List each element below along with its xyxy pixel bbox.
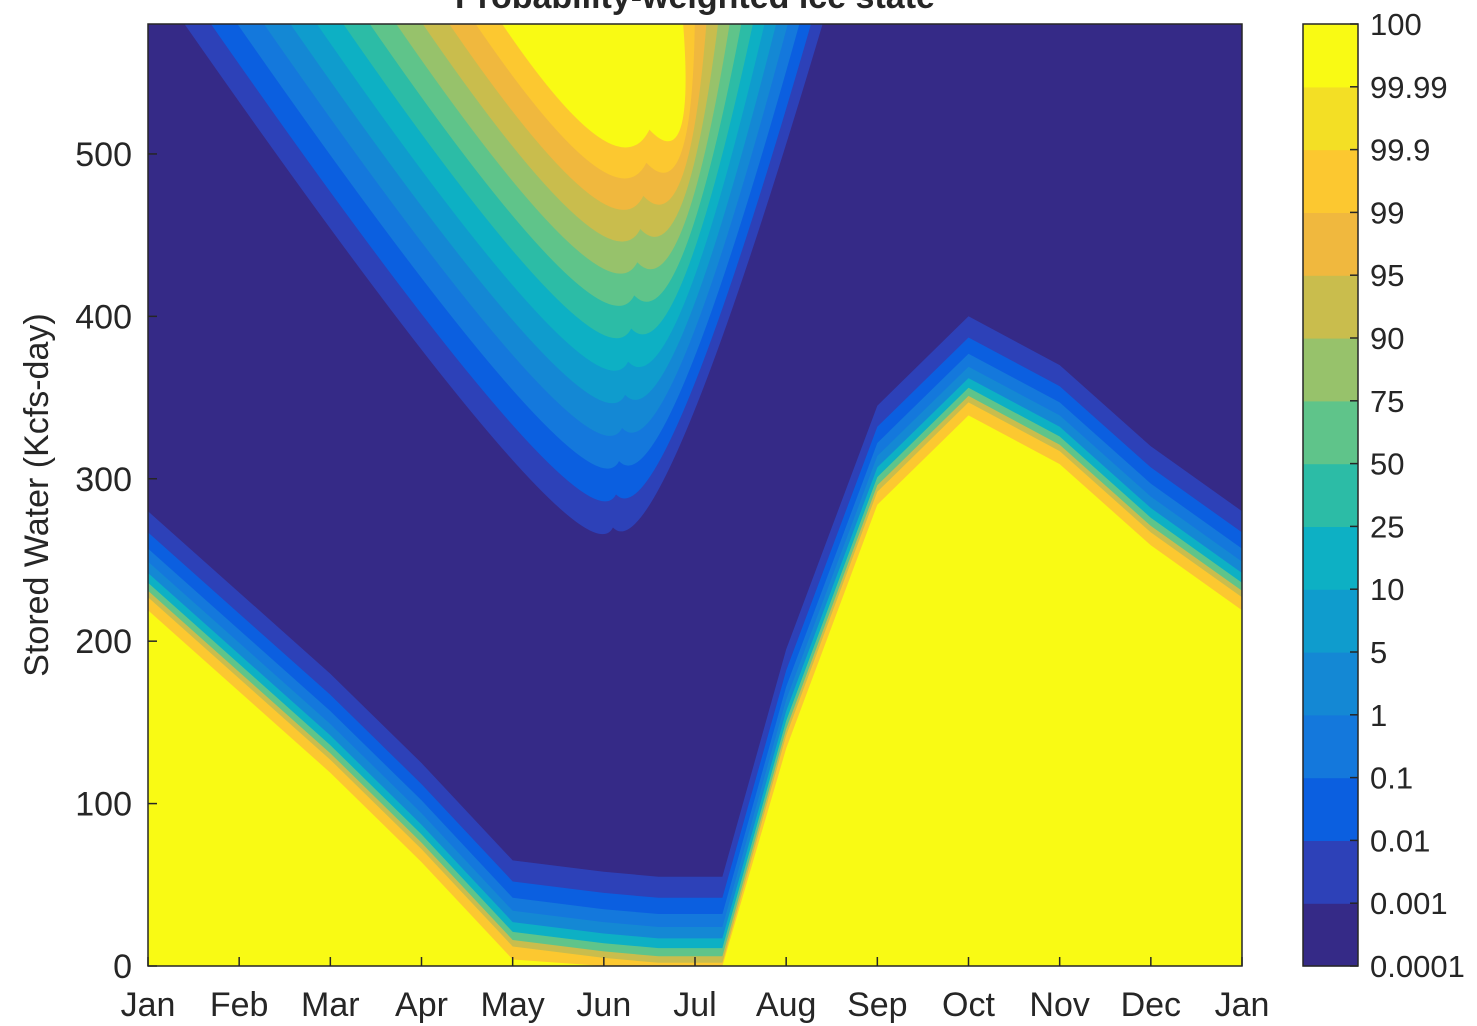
x-axis: Jan Feb Mar Apr May Jun Jul Aug Sep Oct Nov Dec Jan: [121, 957, 1270, 1024]
colorbar-tick-label: 5: [1370, 635, 1387, 670]
colorbar-segment: [1303, 149, 1358, 213]
colorbar-tick-label: 0.001: [1370, 886, 1448, 921]
y-tick-label: 400: [75, 298, 132, 336]
colorbar-tick-label: 90: [1370, 321, 1404, 356]
upper-lobe-band-12: [502, 24, 686, 148]
colorbar-tick-label: 99: [1370, 195, 1404, 230]
colorbar-segment: [1303, 777, 1358, 841]
colorbar-segment: [1303, 24, 1358, 88]
colorbar-segment: [1303, 400, 1358, 465]
plot-area: [148, 24, 1242, 966]
colorbar-tick-label: 99.9: [1370, 133, 1430, 168]
x-tick-label: Oct: [942, 986, 995, 1024]
colorbar-tick-label: 10: [1370, 572, 1404, 607]
x-tick-label: Apr: [395, 986, 448, 1024]
x-tick-label: Mar: [301, 986, 360, 1024]
colorbar-segment: [1303, 86, 1358, 151]
colorbar-tick-label: 0.0001: [1370, 949, 1465, 984]
colorbar-segment: [1303, 463, 1358, 527]
colorbar-tick-label: 0.1: [1370, 761, 1413, 796]
y-tick-label: 200: [75, 623, 132, 661]
x-tick-label: Nov: [1029, 986, 1089, 1024]
colorbar-tick-label: 0.01: [1370, 823, 1430, 858]
colorbar-segment: [1303, 589, 1358, 653]
colorbar-tick-label: 95: [1370, 258, 1404, 293]
colorbar-tick-label: 50: [1370, 447, 1404, 482]
colorbar-tick-label: 1: [1370, 698, 1387, 733]
lower-yellow-core: [148, 415, 1242, 966]
x-tick-label: Jan: [1215, 986, 1270, 1024]
x-tick-label: May: [481, 986, 545, 1024]
x-tick-label: Feb: [210, 986, 269, 1024]
colorbar-segment: [1303, 714, 1358, 779]
colorbar-segment: [1303, 903, 1358, 967]
y-tick-label: 100: [75, 786, 132, 824]
colorbar-segment: [1303, 338, 1358, 402]
colorbar-frame: [1302, 23, 1359, 967]
upper-lobe-region: [184, 24, 823, 535]
colorbar-segment: [1303, 212, 1358, 276]
y-axis: 0 100 200 300 400 500: [75, 136, 157, 986]
y-tick-label: 300: [75, 461, 132, 499]
colorbar-tick-label: 100: [1370, 7, 1422, 42]
y-tick-label: 500: [75, 136, 132, 174]
x-tick-label: Jun: [576, 986, 631, 1024]
colorbar-segment: [1303, 526, 1358, 590]
x-tick-label: Jan: [121, 986, 176, 1024]
colorbar-segment: [1303, 840, 1358, 904]
colorbar-segment: [1303, 652, 1358, 716]
colorbar-segment: [1303, 275, 1358, 339]
y-axis-label: Stored Water (Kcfs-day): [18, 313, 56, 676]
y-tick-label: 0: [113, 948, 132, 986]
colorbar-tick-label: 75: [1370, 384, 1404, 419]
colorbar: 0.00010.0010.010.1151025507590959999.999…: [1302, 7, 1465, 984]
colorbar-tick-label: 99.99: [1370, 70, 1448, 105]
x-tick-label: Sep: [847, 986, 908, 1024]
x-tick-label: Dec: [1121, 986, 1181, 1024]
chart-title: Probability-weighted ice state: [455, 0, 935, 16]
lower-region: [148, 316, 1242, 966]
x-tick-label: Jul: [673, 986, 716, 1024]
colorbar-tick-label: 25: [1370, 509, 1404, 544]
x-tick-label: Aug: [756, 986, 817, 1024]
